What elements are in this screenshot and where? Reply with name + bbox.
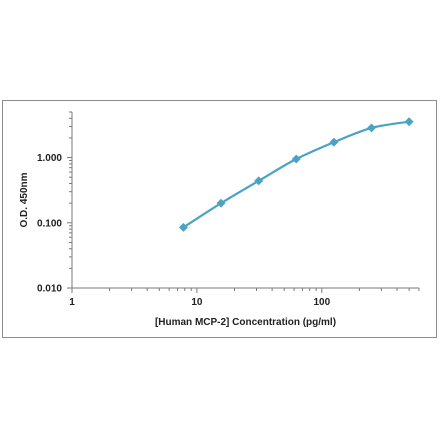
y-tick-label: 0.010 bbox=[37, 284, 62, 295]
data-point bbox=[329, 137, 339, 147]
data-point bbox=[216, 198, 226, 208]
series-layer bbox=[178, 117, 414, 232]
data-point bbox=[404, 117, 414, 127]
data-point bbox=[178, 222, 188, 232]
y-tick-label: 1.000 bbox=[37, 153, 62, 164]
tick-labels: 1 10 100 0.010 0.100 1.000 bbox=[37, 153, 331, 308]
data-point bbox=[254, 176, 264, 186]
chart-frame bbox=[2, 100, 437, 338]
x-tick-label: 100 bbox=[313, 297, 330, 308]
data-point bbox=[366, 123, 377, 133]
x-tick-label: 1 bbox=[69, 297, 75, 308]
x-axis-title: [Human MCP-2] Concentration (pg/ml) bbox=[155, 317, 336, 328]
data-point bbox=[291, 154, 301, 164]
y-axis-title: O.D. 450nm bbox=[19, 172, 30, 227]
series-line bbox=[182, 120, 410, 229]
x-tick-label: 10 bbox=[191, 297, 203, 308]
axes bbox=[67, 111, 420, 293]
y-tick-label: 0.100 bbox=[37, 218, 62, 229]
